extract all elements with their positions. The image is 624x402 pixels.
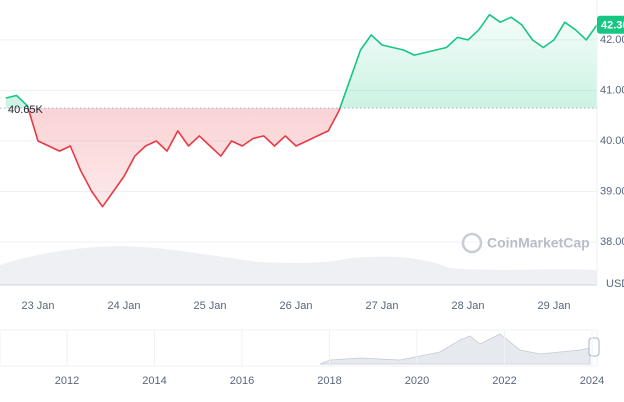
last-price-label: 42.30	[601, 20, 624, 32]
navigator-year-label: 2024	[580, 375, 604, 387]
x-tick-label: 25 Jan	[193, 300, 226, 312]
x-tick-label: 29 Jan	[537, 300, 570, 312]
navigator-year-label: 2014	[142, 375, 166, 387]
x-tick-label: 23 Jan	[21, 300, 54, 312]
reference-label: 40.65K	[8, 104, 44, 116]
y-tick-label: 39.00	[600, 185, 624, 197]
navigator-handle[interactable]	[588, 337, 600, 357]
volume-area	[0, 246, 597, 285]
watermark-text: CoinMarketCap	[487, 235, 590, 251]
x-tick-label: 24 Jan	[107, 300, 140, 312]
y-tick-label: 41.00	[600, 84, 624, 96]
x-tick-label: 28 Jan	[451, 300, 484, 312]
navigator-history	[319, 333, 591, 365]
watermark: CoinMarketCap	[461, 232, 590, 254]
x-tick-label: 26 Jan	[279, 300, 312, 312]
y-tick-label: 40.00	[600, 135, 624, 147]
price-line	[5, 13, 598, 208]
currency-label: USD	[606, 278, 624, 290]
y-tick-label: 38.00	[600, 236, 624, 248]
navigator-year-label: 2020	[405, 375, 429, 387]
x-tick-label: 27 Jan	[365, 300, 398, 312]
last-price-box	[597, 15, 624, 34]
navigator-year-label: 2016	[230, 375, 254, 387]
price-area	[5, 14, 597, 207]
y-tick-label: 42.00	[600, 34, 624, 46]
navigator-year-label: 2018	[317, 375, 341, 387]
navigator-year-label: 2012	[55, 375, 79, 387]
navigator-year-label: 2022	[492, 375, 516, 387]
watermark-logo	[461, 232, 483, 254]
